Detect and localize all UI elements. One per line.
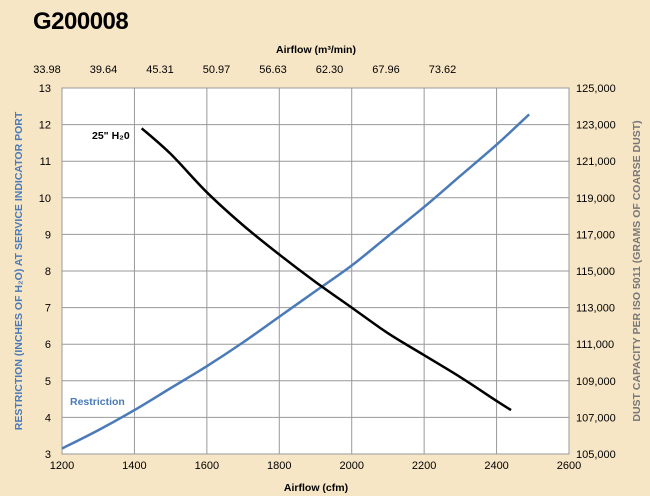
y-tick-label: 4 bbox=[45, 412, 51, 424]
x2-tick-label: 73.62 bbox=[429, 64, 457, 76]
y-tick-label: 7 bbox=[45, 303, 51, 315]
chart-title: G200008 bbox=[33, 8, 129, 35]
x2-tick-label: 39.64 bbox=[90, 64, 118, 76]
x-tick-label: 2400 bbox=[484, 460, 508, 472]
dust-capacity-series-line bbox=[140, 127, 512, 412]
y-tick-label: 5 bbox=[45, 376, 51, 388]
x-tick-label: 1600 bbox=[195, 460, 219, 472]
x2-tick-label: 56.63 bbox=[259, 64, 287, 76]
x-tick-label: 1200 bbox=[50, 460, 74, 472]
x2-tick-label: 67.96 bbox=[372, 64, 400, 76]
plot-border bbox=[61, 87, 570, 455]
x2-tick-label: 62.30 bbox=[316, 64, 344, 76]
y2-tick-label: 119,000 bbox=[576, 193, 615, 205]
y-axis-title: RESTRICTION (INCHES OF H₂O) AT SERVICE I… bbox=[13, 111, 25, 430]
x-tick-label: 1400 bbox=[122, 460, 146, 472]
y-tick-label: 9 bbox=[45, 229, 51, 241]
y2-tick-label: 111,000 bbox=[576, 339, 614, 351]
x-tick-label: 2200 bbox=[412, 460, 436, 472]
y2-tick-label: 121,000 bbox=[576, 156, 616, 168]
y2-tick-label: 125,000 bbox=[576, 83, 616, 95]
y-tick-label: 11 bbox=[40, 156, 51, 168]
y2-tick-label: 109,000 bbox=[576, 376, 616, 388]
x-axis-title: Airflow (cfm) bbox=[284, 482, 348, 494]
y2-tick-label: 107,000 bbox=[576, 412, 616, 424]
x2-axis-title: Airflow (m³/min) bbox=[276, 44, 356, 56]
x2-tick-label: 50.97 bbox=[203, 64, 231, 76]
y-tick-label: 6 bbox=[45, 339, 51, 351]
y-tick-label: 3 bbox=[45, 449, 51, 461]
y2-tick-label: 123,000 bbox=[576, 120, 616, 132]
x-tick-label: 2000 bbox=[339, 460, 363, 472]
y2-tick-label: 115,000 bbox=[576, 266, 615, 278]
x2-tick-label: 33.98 bbox=[33, 64, 61, 76]
y2-axis-title: DUST CAPACITY PER ISO 5011 (GRAMS OF COA… bbox=[631, 120, 643, 421]
x2-tick-label: 45.31 bbox=[146, 64, 174, 76]
x-tick-label: 1800 bbox=[267, 460, 291, 472]
y2-tick-label: 105,000 bbox=[576, 449, 616, 461]
y-tick-label: 8 bbox=[45, 266, 51, 278]
y2-tick-label: 113,000 bbox=[576, 303, 615, 315]
series-label-restriction: Restriction bbox=[70, 396, 125, 408]
series-label-dust: 25" H₂0 bbox=[92, 130, 130, 142]
restriction-series-line bbox=[61, 113, 531, 450]
y-tick-label: 13 bbox=[39, 83, 51, 95]
x-tick-label: 2600 bbox=[557, 460, 581, 472]
y2-tick-label: 117,000 bbox=[576, 229, 615, 241]
y-tick-label: 12 bbox=[39, 120, 51, 132]
y-tick-label: 10 bbox=[39, 193, 51, 205]
